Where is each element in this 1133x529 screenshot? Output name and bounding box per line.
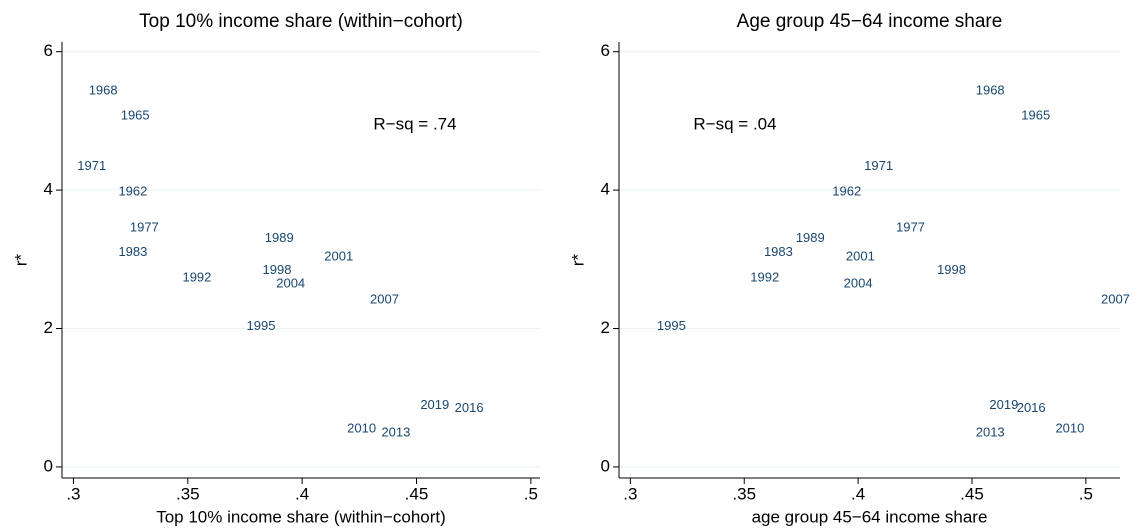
point-label: 2016 [1017,400,1046,415]
x-tick-label: .3 [66,484,80,503]
point-label: 1983 [118,244,147,259]
annotation: R−sq = .74 [373,114,456,133]
x-tick-label: .5 [1079,484,1093,503]
x-tick-label: .4 [295,484,309,503]
point-label: 2004 [844,276,873,291]
y-tick-label: 2 [601,318,610,337]
point-label: 1995 [657,318,686,333]
point-label: 1968 [89,83,118,98]
point-label: 2016 [455,400,484,415]
point-label: 1992 [182,269,211,284]
point-label: 1998 [263,262,292,277]
point-label: 2019 [420,397,449,412]
x-axis-title: age group 45−64 income share [752,507,988,526]
point-label: 1989 [265,230,294,245]
y-axis-title: r* [11,253,30,266]
y-tick-label: 2 [44,318,53,337]
point-label: 2013 [381,424,410,439]
point-label: 1995 [247,318,276,333]
point-label: 2001 [846,249,875,264]
point-label: 1989 [796,230,825,245]
point-label: 2007 [1101,292,1130,307]
y-tick-label: 4 [44,180,53,199]
y-tick-label: 0 [44,456,53,475]
point-label: 1962 [118,184,147,199]
x-tick-label: .35 [732,484,756,503]
x-tick-label: .5 [524,484,538,503]
chart-title: Age group 45−64 income share [737,11,1003,32]
y-tick-label: 0 [601,456,610,475]
y-tick-label: 6 [601,41,610,60]
point-label: 1968 [976,83,1005,98]
y-axis-title: r* [568,253,587,266]
point-label: 2010 [1055,420,1084,435]
point-label: 1977 [130,220,159,235]
chart-title: Top 10% income share (within−cohort) [139,11,463,32]
point-label: 1992 [750,269,779,284]
point-label: 2001 [324,249,353,264]
x-tick-label: .45 [405,484,429,503]
point-label: 1983 [764,244,793,259]
point-label: 1998 [937,262,966,277]
point-label: 1962 [832,184,861,199]
x-tick-label: .35 [176,484,200,503]
point-label: 1971 [864,158,893,173]
x-tick-label: .4 [851,484,865,503]
y-tick-label: 6 [44,41,53,60]
point-label: 2007 [370,292,399,307]
point-label: 1971 [77,158,106,173]
x-tick-label: .3 [623,484,637,503]
point-label: 1965 [121,107,150,122]
point-label: 2019 [989,397,1018,412]
point-label: 2004 [276,276,305,291]
annotation: R−sq = .04 [693,114,776,133]
point-label: 1965 [1021,107,1050,122]
y-tick-label: 4 [601,180,610,199]
x-tick-label: .45 [960,484,984,503]
point-label: 1977 [896,220,925,235]
point-label: 2010 [347,420,376,435]
x-axis-title: Top 10% income share (within−cohort) [156,507,446,526]
point-label: 2013 [976,424,1005,439]
